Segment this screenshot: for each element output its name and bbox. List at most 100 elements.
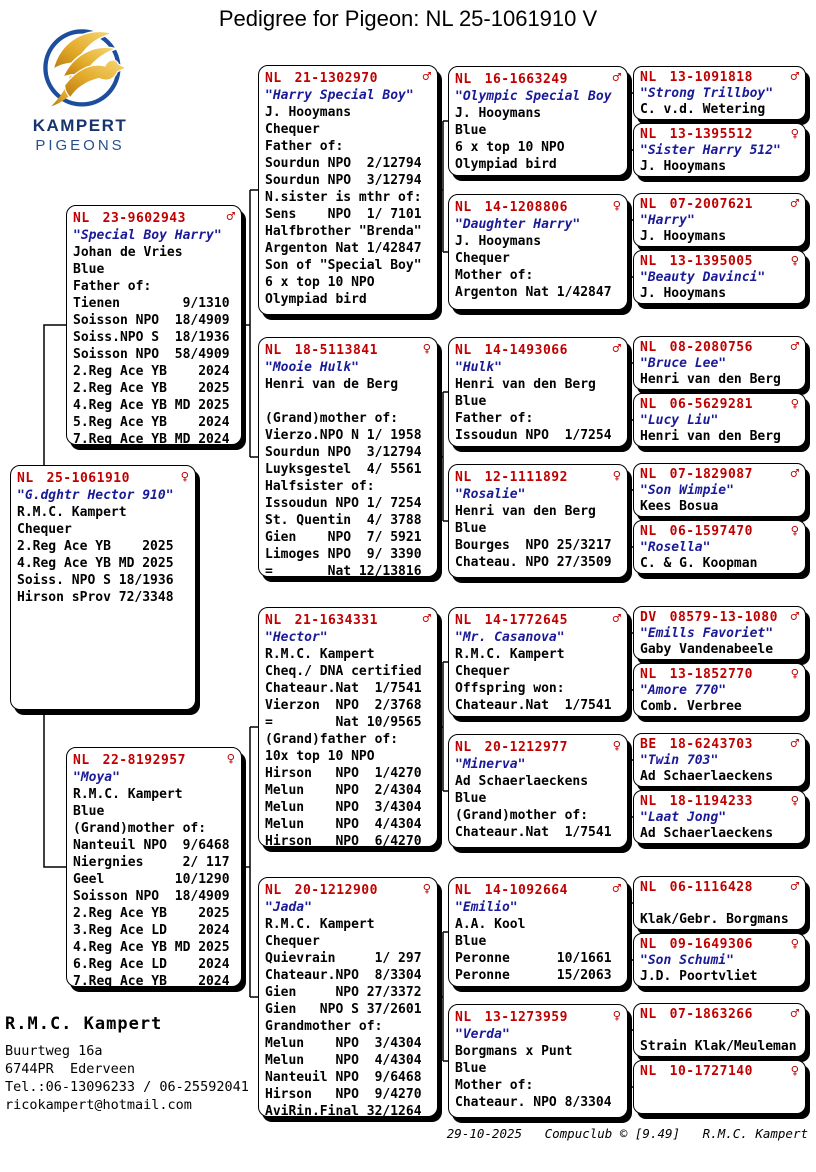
info-line: Borgmans x Punt	[455, 1044, 573, 1059]
info-line: (Grand)mother of:	[265, 411, 399, 426]
pedigree-box-ffmf: NL 07-2007621 ♂ "Harry" J. Hooymans	[633, 193, 806, 247]
pedigree-box-fmff: NL 08-2080756 ♂ "Bruce Lee" Henri van den Be…	[633, 336, 806, 390]
info-line: R.M.C. Kampert	[455, 647, 565, 662]
info-line: Vierzo.NPO N 1/ 1958	[265, 428, 422, 443]
info-line: Chateaur.NPO 8/3304	[265, 968, 422, 983]
pedigree-box-mmfm: NL 09-1649306 ♀ "Son Schumi" J.D. Poortvliet	[633, 933, 806, 987]
brand-name: KAMPERT	[32, 116, 128, 135]
pedigree-box-mfmm: NL 18-1194233 ♀ "Laat Jong" Ad Schaerlaecken…	[633, 790, 806, 844]
male-icon: ♂	[612, 341, 621, 357]
info-line: Blue	[455, 1061, 487, 1076]
info-line: Chequer	[265, 122, 320, 137]
info-line: C. v.d. Wetering	[640, 102, 766, 117]
info-line: 4.Reg Ace YB MD 2025	[73, 398, 230, 413]
info-line: Argenton Nat 1/42847	[455, 285, 612, 300]
info-line: Chateaur.Nat 1/7541	[455, 825, 612, 840]
male-icon: ♂	[422, 611, 431, 627]
ring-number: NL 08-2080756 ♂	[640, 339, 799, 355]
info-line: Blue	[455, 791, 487, 806]
male-icon: ♂	[226, 209, 235, 225]
info-line: Vierzon NPO 2/3768	[265, 698, 422, 713]
info-line: Henri van den Berg	[640, 429, 781, 444]
info-line: Quievrain 1/ 297	[265, 951, 422, 966]
info-line: Sens NPO 1/ 7101	[265, 207, 422, 222]
info-line: Ad Schaerlaeckens	[455, 774, 589, 789]
ring-number: NL 13-1091818 ♂	[640, 69, 799, 85]
pedigree-box-mmf: NL 14-1092664 ♂ "Emilio" A.A. Kool Blue Peronn…	[448, 877, 628, 987]
male-icon: ♂	[790, 339, 799, 355]
pedigree-box-fmf: NL 14-1493066 ♂ "Hulk" Henri van den Berg Blu…	[448, 337, 628, 447]
info-line: R.M.C. Kampert	[73, 787, 183, 802]
owner-email: ricokampert@hotmail.com	[5, 1097, 192, 1113]
pigeon-name: "Verda"	[455, 1027, 510, 1042]
pigeon-name: "Daughter Harry"	[455, 217, 581, 232]
ring-number: NL 13-1395005 ♀	[640, 253, 799, 269]
info-line: Sourdun NPO 3/12794	[265, 173, 422, 188]
female-icon: ♀	[612, 468, 621, 484]
ring-number: NL 13-1395512 ♀	[640, 126, 799, 142]
pigeon-name: "Emilio"	[455, 900, 518, 915]
male-icon: ♂	[790, 466, 799, 482]
info-line: = Nat 10/9565	[265, 715, 422, 730]
ring-number: NL 13-1852770 ♀	[640, 666, 799, 682]
info-line: 4.Reg Ace YB MD 2025	[17, 556, 174, 571]
pedigree-box-mfmf: BE 18-6243703 ♂ "Twin 703" Ad Schaerlaeckens	[633, 733, 806, 787]
pigeon-name: "Son Wimpie"	[640, 483, 734, 498]
male-icon: ♂	[612, 70, 621, 86]
info-line: Chequer	[455, 251, 510, 266]
ring-number: NL 20-1212977 ♀	[455, 738, 621, 755]
ring-number: NL 22-8192957 ♀	[73, 751, 235, 768]
pigeon-name: "Rosella"	[640, 540, 711, 555]
info-line: Chequer	[17, 522, 72, 537]
info-line: Cheq./ DNA certified	[265, 664, 422, 679]
info-line: 4.Reg Ace YB MD 2025	[73, 940, 230, 955]
ring-number: NL 14-1208806 ♀	[455, 198, 621, 215]
ring-number: BE 18-6243703 ♂	[640, 736, 799, 752]
info-line: (Grand)mother of:	[73, 821, 207, 836]
info-line: J. Hooymans	[640, 286, 727, 301]
info-line: Ad Schaerlaeckens	[640, 769, 774, 784]
info-line: Melun NPO 3/4304	[265, 1036, 422, 1051]
info-line: Father of:	[265, 139, 344, 154]
female-icon: ♀	[790, 1063, 799, 1079]
info-line: Mother of:	[455, 1078, 534, 1093]
info-line: Gien NPO 27/3372	[265, 985, 422, 1000]
info-line: 7.Reg Ace YB 2024	[73, 974, 230, 989]
ring-number: NL 14-1493066 ♂	[455, 341, 621, 358]
female-icon: ♀	[226, 751, 235, 767]
info-line: Olympiad bird	[455, 157, 557, 172]
pedigree-box-mmmm: NL 10-1727140 ♀	[633, 1060, 806, 1114]
owner-name: R.M.C. Kampert	[5, 1014, 163, 1034]
pigeon-name	[640, 896, 799, 912]
female-icon: ♀	[612, 738, 621, 754]
info-line: 2.Reg Ace YB 2025	[73, 381, 230, 396]
pigeon-name: "G.dghtr Hector 910"	[17, 488, 174, 503]
pigeon-name: "Son Schumi"	[640, 953, 734, 968]
brand-subname: PIGEONS	[35, 137, 125, 154]
pedigree-box-mmmf: NL 07-1863266 ♂ Strain Klak/Meuleman	[633, 1003, 806, 1057]
info-line: Halfsister of:	[265, 479, 375, 494]
info-line: Soisson NPO 58/4909	[73, 347, 230, 362]
ring-number: NL 18-1194233 ♀	[640, 793, 799, 809]
info-line: Sourdun NPO 2/12794	[265, 156, 422, 171]
pigeon-name: "Rosalie"	[455, 487, 526, 502]
pedigree-box-ffff: NL 13-1091818 ♂ "Strong Trillboy" C. v.d. We…	[633, 66, 806, 120]
info-line: Melun NPO 4/4304	[265, 1053, 422, 1068]
ring-number: NL 09-1649306 ♀	[640, 936, 799, 952]
ring-number: NL 07-1863266 ♂	[640, 1006, 799, 1022]
brand-logo: KAMPERT PIGEONS	[26, 18, 134, 154]
info-line: Bourges NPO 25/3217	[455, 538, 612, 553]
info-line: Soiss.NPO S 18/1936	[73, 330, 230, 345]
info-line: Blue	[73, 804, 105, 819]
info-line: Limoges NPO 9/ 3390	[265, 547, 422, 562]
info-line: (Grand)father of:	[265, 732, 399, 747]
info-line: Niergnies 2/ 117	[73, 855, 230, 870]
ring-number: NL 14-1092664 ♂	[455, 881, 621, 898]
info-line: Chateau. NPO 27/3509	[455, 555, 612, 570]
info-line: Issoudun NPO 1/ 7254	[265, 496, 422, 511]
info-line: Offspring won:	[455, 681, 565, 696]
pigeon-name: "Lucy Liu"	[640, 413, 719, 428]
pigeon-name	[640, 1023, 799, 1039]
ring-number: NL 25-1061910 ♀	[17, 469, 189, 486]
